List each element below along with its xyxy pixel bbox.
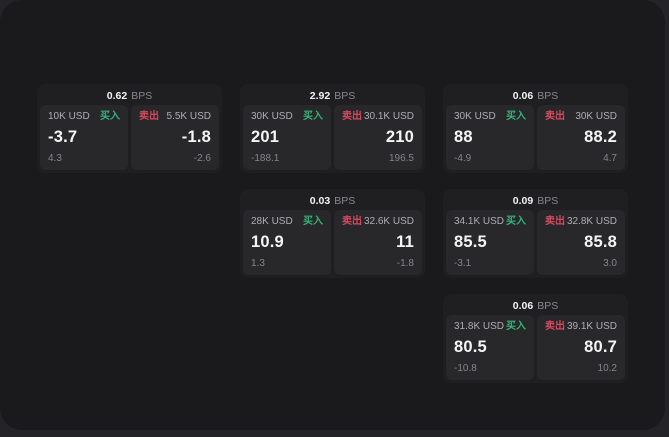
sell-price: 88.2 <box>584 128 617 146</box>
buy-price: 85.5 <box>454 233 487 251</box>
sell-amount: 32.8K USD <box>566 216 617 227</box>
sell-quote-panel[interactable]: 卖出 5.5K USD -1.8 -2.6 <box>131 105 219 170</box>
sell-side-label: 卖出 <box>139 111 159 122</box>
bps-value: 0.06 <box>512 90 534 102</box>
bps-unit: BPS <box>131 90 153 102</box>
buy-side-label: 买入 <box>506 321 526 332</box>
buy-side-label: 买入 <box>303 111 323 122</box>
buy-price: 10.9 <box>251 233 284 251</box>
quote-panels: 34.1K USD 买入 85.5 -3.1 卖出 32.8K USD 85.8… <box>446 210 625 275</box>
buy-amount: 30K USD <box>454 111 496 122</box>
sell-quote-panel[interactable]: 卖出 32.8K USD 85.8 3.0 <box>537 210 625 275</box>
bps-unit: BPS <box>537 90 559 102</box>
buy-price: 80.5 <box>454 338 487 356</box>
buy-amount: 31.8K USD <box>454 321 505 332</box>
bps-unit: BPS <box>537 300 559 312</box>
sell-quote-panel[interactable]: 卖出 30K USD 88.2 4.7 <box>537 105 625 170</box>
bps-unit: BPS <box>537 195 559 207</box>
sell-price: 11 <box>396 233 414 251</box>
buy-amount: 34.1K USD <box>454 216 505 227</box>
quote-panels: 31.8K USD 买入 80.5 -10.8 卖出 39.1K USD 80.… <box>446 315 625 380</box>
buy-quote-panel[interactable]: 30K USD 买入 201 -188.1 <box>243 105 331 170</box>
buy-price: 88 <box>454 128 473 146</box>
bps-value: 0.09 <box>512 195 534 207</box>
bps-header: 0.09 BPS <box>446 192 625 210</box>
bps-header: 0.06 BPS <box>446 87 625 105</box>
sell-delta: 196.5 <box>388 153 414 164</box>
sell-quote-panel[interactable]: 卖出 30.1K USD 210 196.5 <box>334 105 422 170</box>
sell-amount: 32.6K USD <box>363 216 414 227</box>
bps-unit: BPS <box>334 90 356 102</box>
sell-side-label: 卖出 <box>545 216 565 227</box>
buy-delta: 4.3 <box>48 153 62 164</box>
buy-price: 201 <box>251 128 280 146</box>
bps-unit: BPS <box>334 195 356 207</box>
sell-delta: -2.6 <box>193 153 211 164</box>
quote-card: 0.09 BPS 34.1K USD 买入 85.5 -3.1 卖出 32.8K… <box>443 189 628 278</box>
sell-side-label: 卖出 <box>545 111 565 122</box>
buy-quote-panel[interactable]: 30K USD 买入 88 -4.9 <box>446 105 534 170</box>
buy-side-label: 买入 <box>506 216 526 227</box>
quote-card: 2.92 BPS 30K USD 买入 201 -188.1 卖出 30.1K … <box>240 84 425 173</box>
sell-delta: -1.8 <box>396 258 414 269</box>
sell-amount: 39.1K USD <box>566 321 617 332</box>
sell-price: 210 <box>385 128 414 146</box>
buy-quote-panel[interactable]: 10K USD 买入 -3.7 4.3 <box>40 105 128 170</box>
sell-amount: 30K USD <box>575 111 617 122</box>
bps-value: 0.62 <box>106 90 128 102</box>
bps-header: 0.03 BPS <box>243 192 422 210</box>
quote-card: 0.62 BPS 10K USD 买入 -3.7 4.3 卖出 5.5K USD… <box>37 84 222 173</box>
quote-panels: 28K USD 买入 10.9 1.3 卖出 32.6K USD 11 -1.8 <box>243 210 422 275</box>
buy-amount: 30K USD <box>251 111 293 122</box>
buy-amount: 28K USD <box>251 216 293 227</box>
buy-quote-panel[interactable]: 28K USD 买入 10.9 1.3 <box>243 210 331 275</box>
bps-value: 0.03 <box>309 195 331 207</box>
buy-amount: 10K USD <box>48 111 90 122</box>
quote-panels: 30K USD 买入 88 -4.9 卖出 30K USD 88.2 4.7 <box>446 105 625 170</box>
buy-delta: -3.1 <box>454 258 472 269</box>
buy-side-label: 买入 <box>506 111 526 122</box>
buy-side-label: 买入 <box>303 216 323 227</box>
quote-panels: 10K USD 买入 -3.7 4.3 卖出 5.5K USD -1.8 -2.… <box>40 105 219 170</box>
sell-delta: 3.0 <box>603 258 617 269</box>
buy-delta: -188.1 <box>251 153 280 164</box>
buy-side-label: 买入 <box>100 111 120 122</box>
quote-card: 0.03 BPS 28K USD 买入 10.9 1.3 卖出 32.6K US… <box>240 189 425 278</box>
quote-card: 0.06 BPS 31.8K USD 买入 80.5 -10.8 卖出 39.1… <box>443 294 628 383</box>
sell-quote-panel[interactable]: 卖出 39.1K USD 80.7 10.2 <box>537 315 625 380</box>
sell-price: -1.8 <box>181 128 211 146</box>
bps-header: 0.62 BPS <box>40 87 219 105</box>
buy-delta: -4.9 <box>454 153 472 164</box>
sell-delta: 4.7 <box>603 153 617 164</box>
sell-price: 85.8 <box>584 233 617 251</box>
sell-side-label: 卖出 <box>342 111 362 122</box>
bps-value: 0.06 <box>512 300 534 312</box>
buy-delta: -10.8 <box>454 363 477 374</box>
buy-quote-panel[interactable]: 34.1K USD 买入 85.5 -3.1 <box>446 210 534 275</box>
sell-side-label: 卖出 <box>342 216 362 227</box>
sell-side-label: 卖出 <box>545 321 565 332</box>
sell-quote-panel[interactable]: 卖出 32.6K USD 11 -1.8 <box>334 210 422 275</box>
quote-panels: 30K USD 买入 201 -188.1 卖出 30.1K USD 210 1… <box>243 105 422 170</box>
bps-header: 0.06 BPS <box>446 297 625 315</box>
quote-card: 0.06 BPS 30K USD 买入 88 -4.9 卖出 30K USD 8… <box>443 84 628 173</box>
buy-delta: 1.3 <box>251 258 265 269</box>
bps-value: 2.92 <box>309 90 331 102</box>
sell-amount: 5.5K USD <box>166 111 211 122</box>
sell-price: 80.7 <box>584 338 617 356</box>
buy-quote-panel[interactable]: 31.8K USD 买入 80.5 -10.8 <box>446 315 534 380</box>
bps-header: 2.92 BPS <box>243 87 422 105</box>
sell-amount: 30.1K USD <box>363 111 414 122</box>
sell-delta: 10.2 <box>597 363 617 374</box>
buy-price: -3.7 <box>48 128 78 146</box>
